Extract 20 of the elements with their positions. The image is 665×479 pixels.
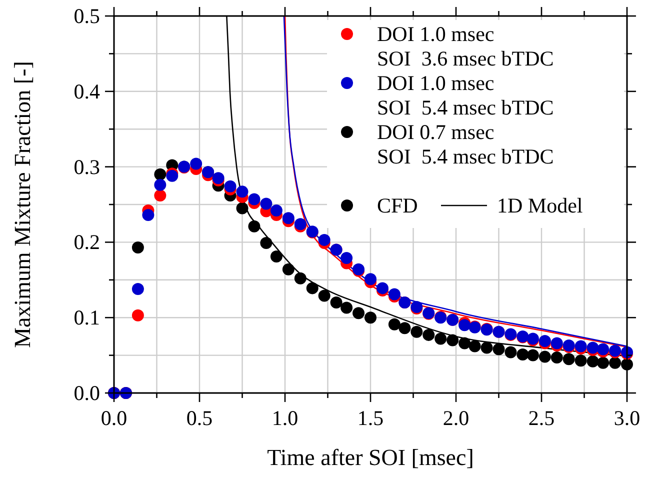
x-tick-label: 2.0 [442, 406, 470, 430]
y-tick-label: 0.1 [74, 306, 100, 330]
y-tick-label: 0.0 [74, 381, 100, 405]
y-axis-title: Maximum Mixture Fraction [-] [10, 61, 35, 348]
y-tick-label: 0.4 [74, 79, 100, 104]
x-tick-label: 0.5 [186, 406, 213, 430]
x-tick-label: 1.0 [272, 406, 298, 430]
annotation: 1D Model [497, 194, 583, 218]
legend-label: DOI 1.0 msec SOI 3.6 msec bTDC [377, 22, 554, 70]
legend-label: DOI 1.0 msec SOI 5.4 msec bTDC [377, 71, 554, 120]
y-tick-label: 0.3 [74, 154, 100, 179]
y-tick-label: 0.5 [74, 4, 100, 28]
y-tick-label: 0.2 [74, 230, 100, 254]
legend-label: DOI 0.7 msec SOI 5.4 msec bTDC [377, 120, 554, 168]
x-tick-label: 3.0 [614, 406, 640, 430]
x-tick-label: 2.5 [528, 406, 555, 430]
annotation: CFD [377, 194, 418, 218]
x-tick-label: 0.0 [100, 406, 128, 430]
x-tick-label: 1.5 [357, 406, 384, 430]
x-axis-title: Time after SOI [msec] [267, 445, 474, 470]
